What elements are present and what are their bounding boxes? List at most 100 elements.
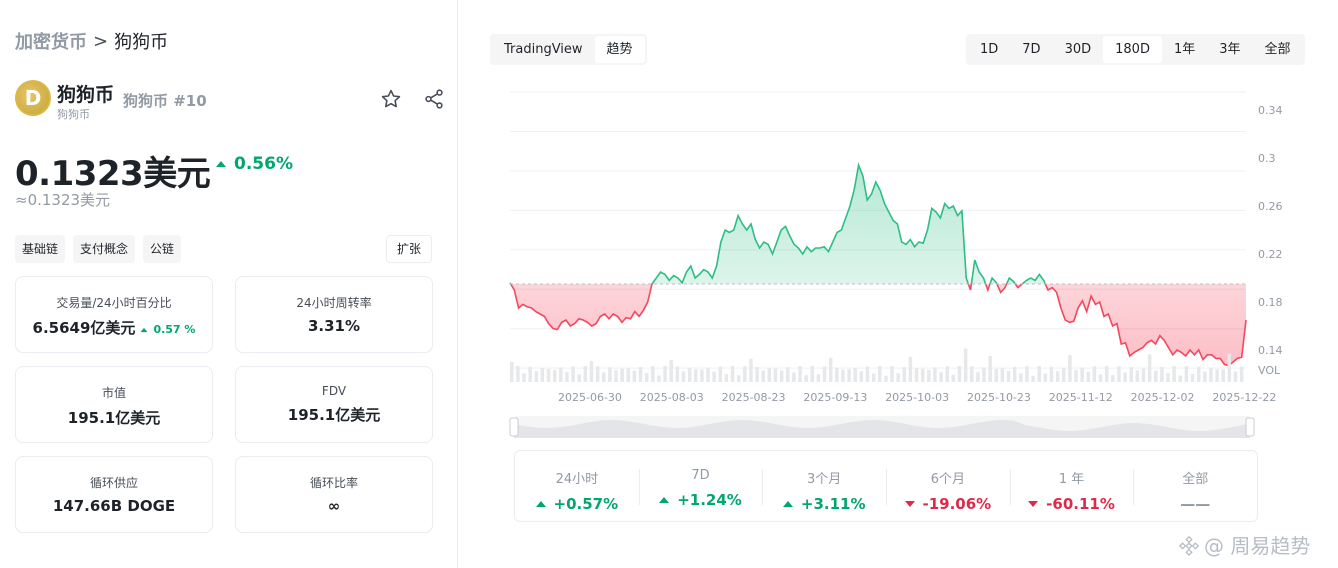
stat-value: +0.57% xyxy=(553,495,619,513)
volume-bar xyxy=(1043,373,1048,382)
arrow-down-icon xyxy=(1028,501,1039,507)
volume-bar xyxy=(908,356,913,382)
volume-bar xyxy=(786,367,790,382)
volume-bar xyxy=(712,371,716,382)
volume-bar xyxy=(681,371,686,382)
volume-bar xyxy=(552,369,557,382)
price-chart[interactable]: 0.34 0.3 0.26 0.22 0.18 0.14 VOL 2025-06-30 2025… xyxy=(490,80,1290,445)
volume-bar xyxy=(982,367,986,382)
volume-bar xyxy=(939,372,943,382)
navigator-handle-right xyxy=(1245,417,1255,437)
x-tick-label: 2025-08-03 xyxy=(640,391,704,404)
volume-bar xyxy=(1006,370,1011,382)
stat-value-row: +1.24% xyxy=(639,491,763,509)
volume-bar xyxy=(1184,366,1189,382)
x-tick-label: 2025-10-23 xyxy=(967,391,1031,404)
stat-label: 3个月 xyxy=(807,472,842,487)
circulation-ratio-label: 循环比率 xyxy=(309,476,358,490)
range-30d[interactable]: 30D xyxy=(1064,42,1092,57)
volume-bar xyxy=(743,366,747,382)
volume-bar xyxy=(1012,366,1017,382)
volume-bar xyxy=(700,369,704,382)
volume-value: 6.5649亿美元 xyxy=(32,319,136,337)
volume-bar xyxy=(1147,354,1152,382)
tag-item[interactable]: 支付概念 xyxy=(73,235,136,263)
volume-bar xyxy=(779,370,784,382)
time-range-tabs: 1D 7D 30D 180D 1年 3年 全部 xyxy=(966,34,1305,65)
volume-bar xyxy=(546,369,551,382)
volume-bar xyxy=(988,355,992,382)
volume-bar xyxy=(871,373,876,382)
stat-24h: 24小时 +0.57% xyxy=(515,451,639,521)
stat-value: -19.06% xyxy=(922,495,992,513)
area-below-baseline xyxy=(510,284,1246,366)
volume-bar xyxy=(736,375,741,382)
volume-label: 交易量/24小时百分比 xyxy=(56,296,172,310)
stat-label: 6个月 xyxy=(930,472,965,487)
volume-bar xyxy=(914,368,919,382)
navigator-handle-left xyxy=(509,417,519,437)
range-all[interactable]: 全部 xyxy=(1264,42,1291,57)
supply-value: 147.66B DOGE xyxy=(52,497,176,515)
volume-bar xyxy=(1123,372,1127,382)
range-180d[interactable]: 180D xyxy=(1103,36,1162,63)
star-icon[interactable] xyxy=(380,88,402,110)
volume-bar xyxy=(1104,366,1109,382)
fdv-label: FDV xyxy=(321,384,347,398)
x-tick-label: 2025-10-03 xyxy=(885,391,949,404)
volume-bar xyxy=(773,368,778,382)
volume-bar xyxy=(835,367,839,382)
turnover-value: 3.31% xyxy=(307,317,361,335)
expand-button[interactable]: 扩张 xyxy=(386,235,433,263)
watermark: @ 周易趋势 xyxy=(1178,530,1310,559)
breadcrumb-parent[interactable]: 加密货币 xyxy=(15,32,87,53)
volume-bar xyxy=(571,366,575,382)
doge-logo-icon: D xyxy=(15,80,51,116)
price-line-down xyxy=(509,284,1247,367)
coin-subtitle: 狗狗币 xyxy=(57,108,90,121)
tab-trend[interactable]: 趋势 xyxy=(594,36,645,63)
volume-bar xyxy=(626,368,631,382)
volume-bar xyxy=(528,366,532,382)
turnover-label: 24小时周转率 xyxy=(296,296,372,310)
stat-6m: 6个月 -19.06% xyxy=(886,451,1010,521)
volume-bar xyxy=(1031,375,1035,382)
stat-value-row: +3.11% xyxy=(762,495,886,513)
volume-bar xyxy=(920,368,925,382)
volume-bar xyxy=(994,368,999,382)
tab-tradingview[interactable]: TradingView xyxy=(504,42,583,57)
tag-item[interactable]: 基础链 xyxy=(15,235,66,263)
volume-bar xyxy=(1129,367,1133,382)
market-cap-card: 市值 195.1亿美元 xyxy=(15,366,213,443)
tag-item[interactable]: 公链 xyxy=(143,235,182,263)
volume-bar xyxy=(706,367,710,382)
volume-bar xyxy=(945,366,949,382)
volume-bar xyxy=(1019,373,1023,382)
volume-bar xyxy=(632,370,637,382)
range-7d[interactable]: 7D xyxy=(1022,42,1041,57)
volume-bar xyxy=(976,372,980,382)
watermark-text: @ 周易趋势 xyxy=(1204,534,1311,558)
x-tick-label: 2025-08-23 xyxy=(722,391,786,404)
circulation-ratio-card: 循环比率 ∞ xyxy=(235,456,433,533)
x-tick-label: 2025-12-22 xyxy=(1212,391,1276,404)
volume-bar xyxy=(1233,371,1238,382)
volume-bar xyxy=(577,374,581,382)
volume-bar xyxy=(933,367,937,382)
range-3y[interactable]: 3年 xyxy=(1219,42,1241,57)
volume-bar xyxy=(1049,366,1054,382)
volume-bar xyxy=(1209,367,1213,382)
arrow-up-icon xyxy=(216,161,226,167)
market-cap-value: 195.1亿美元 xyxy=(67,409,161,427)
volume-bar xyxy=(1141,368,1146,382)
price-change-value: 0.56% xyxy=(234,154,293,174)
range-1d[interactable]: 1D xyxy=(980,42,999,57)
volume-bar xyxy=(1160,366,1164,382)
share-icon[interactable] xyxy=(423,88,445,110)
volume-bar xyxy=(902,366,907,382)
stat-value: +3.11% xyxy=(800,495,866,513)
volume-bar xyxy=(951,374,956,382)
y-tick-label: 0.34 xyxy=(1258,104,1283,117)
range-1y[interactable]: 1年 xyxy=(1173,42,1196,57)
volume-bar xyxy=(730,366,735,382)
